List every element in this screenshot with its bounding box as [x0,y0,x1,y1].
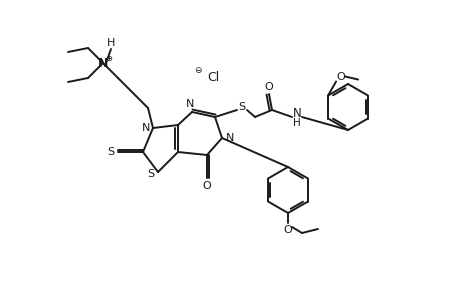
Text: O: O [336,71,345,82]
Text: O: O [283,225,292,235]
Text: O: O [202,181,211,191]
Text: S: S [147,169,154,179]
Text: Cl: Cl [207,70,219,83]
Text: N: N [225,133,234,143]
Text: S: S [238,102,245,112]
Text: N: N [292,106,301,119]
Text: S: S [107,147,114,157]
Text: N: N [185,99,194,109]
Text: ⊕: ⊕ [105,53,112,62]
Text: ⊖: ⊖ [194,65,202,74]
Text: N: N [141,123,150,133]
Text: H: H [292,118,300,128]
Text: N: N [98,56,108,70]
Text: O: O [264,82,273,92]
Text: H: H [106,38,115,48]
